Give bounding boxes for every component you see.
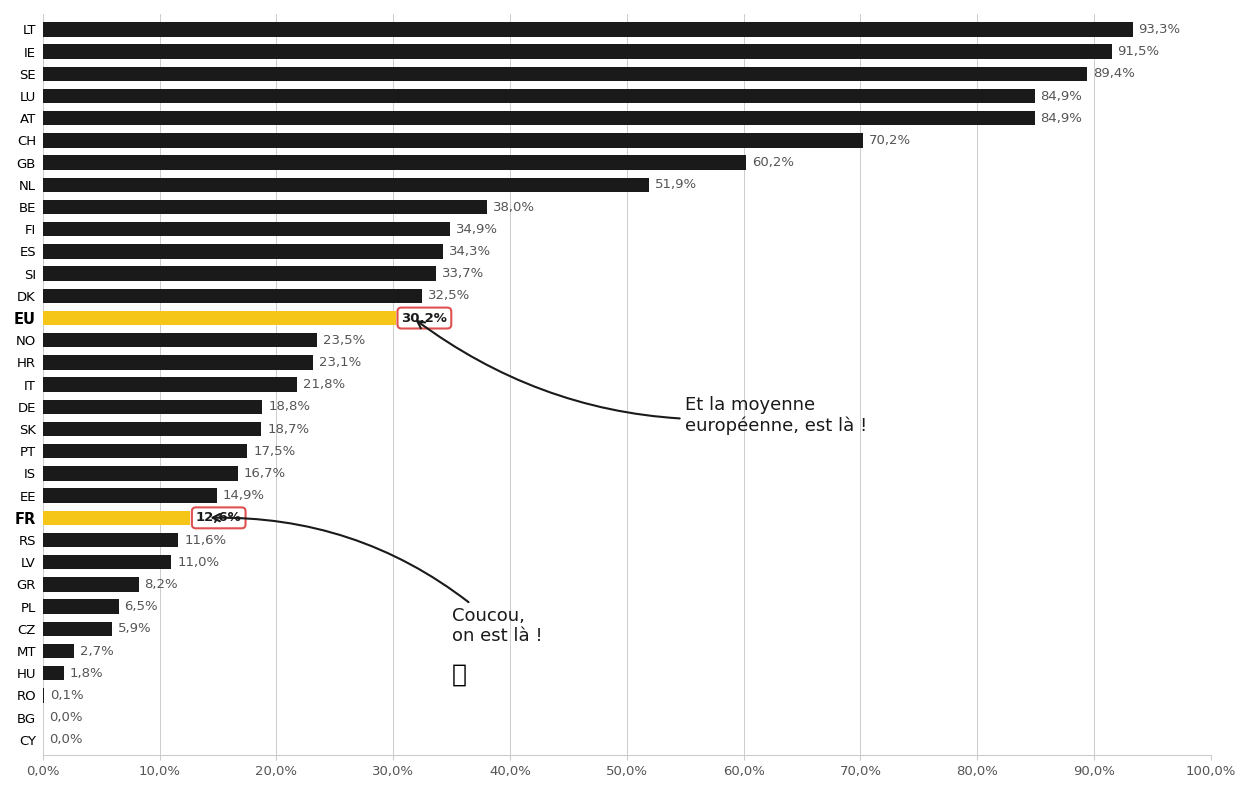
Text: 34,3%: 34,3% — [449, 245, 491, 258]
Bar — [42, 666, 64, 680]
Text: 70,2%: 70,2% — [869, 134, 911, 147]
Text: 84,9%: 84,9% — [1040, 89, 1082, 102]
Text: 11,0%: 11,0% — [177, 556, 219, 569]
Text: 93,3%: 93,3% — [1139, 23, 1181, 36]
Text: 32,5%: 32,5% — [429, 289, 470, 303]
Bar — [42, 511, 190, 525]
Bar — [42, 422, 261, 436]
Bar — [42, 333, 318, 348]
Bar — [42, 288, 423, 303]
Text: 0,1%: 0,1% — [50, 689, 84, 702]
Text: 6,5%: 6,5% — [125, 600, 159, 613]
Text: 11,6%: 11,6% — [184, 534, 226, 546]
Bar — [42, 577, 139, 592]
Text: 16,7%: 16,7% — [244, 467, 286, 480]
Text: 51,9%: 51,9% — [655, 178, 698, 192]
Text: 8,2%: 8,2% — [145, 578, 177, 591]
Bar — [42, 133, 862, 147]
Text: 18,7%: 18,7% — [268, 423, 309, 436]
Bar — [42, 356, 312, 370]
Text: 91,5%: 91,5% — [1118, 45, 1160, 58]
Text: 84,9%: 84,9% — [1040, 112, 1082, 124]
Text: 14,9%: 14,9% — [222, 489, 265, 502]
Text: 34,9%: 34,9% — [456, 223, 499, 236]
Bar — [42, 400, 262, 414]
Text: 21,8%: 21,8% — [304, 378, 345, 391]
Bar — [42, 444, 248, 459]
Bar — [42, 89, 1035, 103]
Text: 12,6%: 12,6% — [196, 512, 241, 524]
Bar — [42, 222, 450, 237]
Bar — [42, 200, 486, 215]
Bar — [42, 244, 444, 259]
Bar — [42, 378, 298, 392]
Text: 23,1%: 23,1% — [319, 356, 361, 369]
Bar — [42, 177, 649, 192]
Text: Et la moyenne
européenne, est là !: Et la moyenne européenne, est là ! — [418, 321, 867, 435]
Bar — [42, 266, 436, 281]
Text: 89,4%: 89,4% — [1092, 67, 1135, 80]
Bar — [42, 111, 1035, 125]
Bar — [42, 22, 1132, 36]
Text: 🧐: 🧐 — [451, 662, 466, 686]
Text: Coucou,
on est là !: Coucou, on est là ! — [213, 514, 542, 645]
Text: 60,2%: 60,2% — [751, 156, 794, 169]
Bar — [42, 644, 74, 658]
Bar — [42, 555, 171, 569]
Text: 2,7%: 2,7% — [80, 645, 114, 657]
Bar — [42, 622, 111, 636]
Text: 0,0%: 0,0% — [49, 733, 82, 746]
Bar — [42, 466, 238, 481]
Bar — [42, 533, 179, 547]
Bar — [42, 489, 217, 503]
Text: 0,0%: 0,0% — [49, 711, 82, 724]
Bar — [42, 44, 1111, 59]
Text: 33,7%: 33,7% — [442, 267, 485, 280]
Text: 1,8%: 1,8% — [70, 667, 104, 680]
Text: 17,5%: 17,5% — [253, 445, 295, 458]
Bar — [42, 310, 395, 326]
Bar — [42, 155, 746, 169]
Text: 30,2%: 30,2% — [401, 311, 448, 325]
Text: 38,0%: 38,0% — [492, 200, 535, 214]
Bar — [42, 67, 1088, 81]
Text: 5,9%: 5,9% — [118, 623, 151, 635]
Text: 23,5%: 23,5% — [324, 333, 365, 347]
Text: 18,8%: 18,8% — [269, 400, 310, 413]
Bar — [42, 600, 119, 614]
